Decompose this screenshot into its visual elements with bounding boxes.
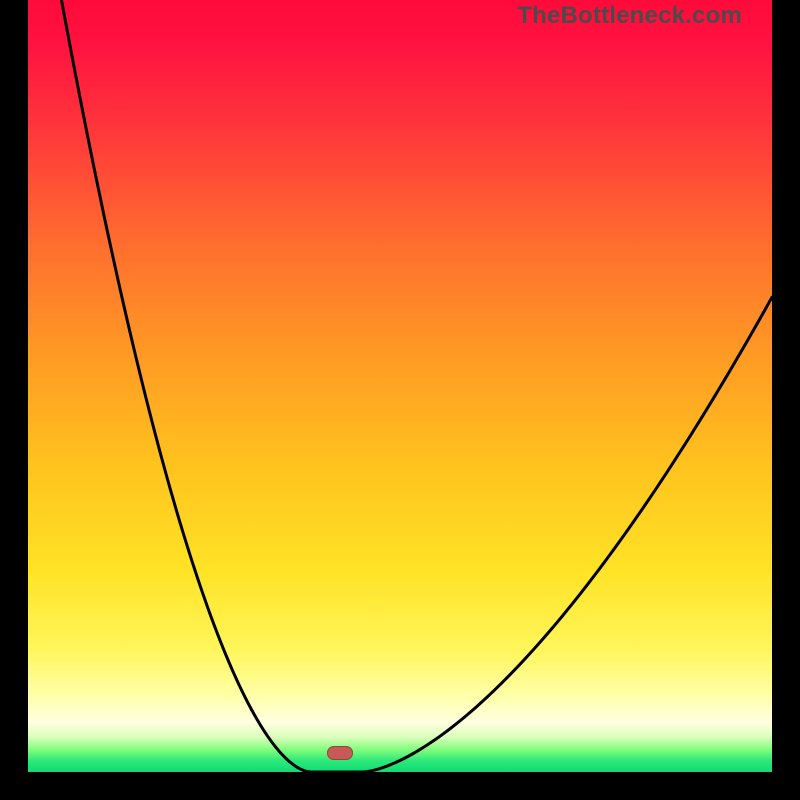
optimal-point-marker <box>327 746 353 760</box>
plot-area: TheBottleneck.com <box>28 0 772 772</box>
bottleneck-curve <box>28 0 772 772</box>
watermark-text: TheBottleneck.com <box>517 2 742 30</box>
